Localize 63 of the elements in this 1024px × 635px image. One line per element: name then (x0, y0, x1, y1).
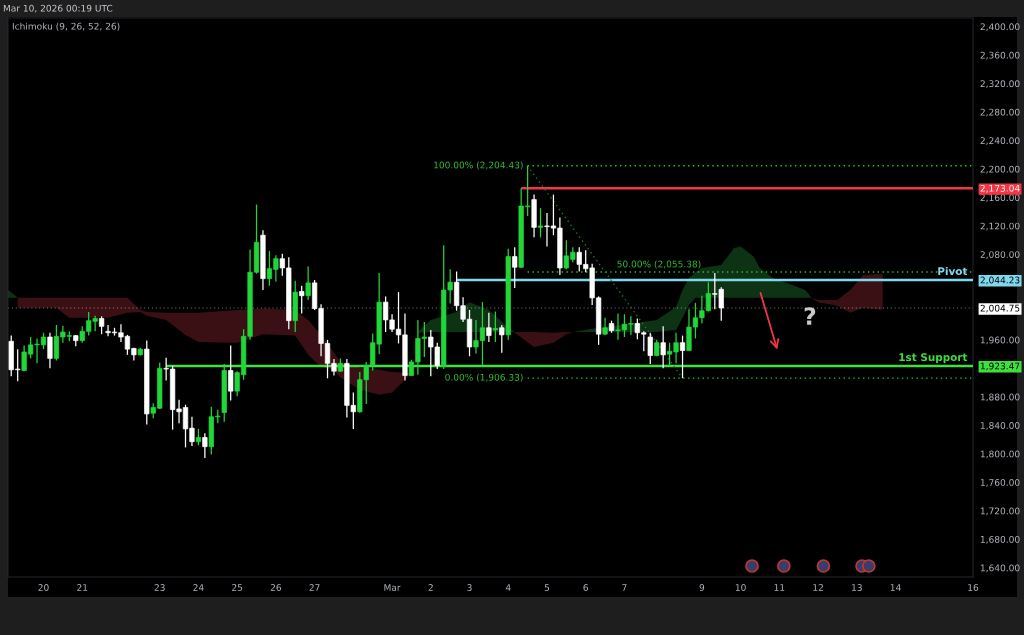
y-tick-label: 2,173.04 (980, 184, 1020, 193)
x-tick-label: Mar (384, 584, 401, 591)
x-tick-label: 10 (735, 584, 746, 591)
candlestick (660, 325, 666, 369)
y-tick-label: 2,400.00 (980, 23, 1020, 32)
y-tick-label: 2,044.23 (980, 276, 1020, 285)
y-tick-label: 1,760.00 (980, 479, 1020, 487)
candlestick (299, 285, 305, 315)
candlestick (512, 246, 518, 289)
candlestick (202, 432, 208, 459)
y-tick-label: 2,240.00 (980, 137, 1020, 145)
y-tick-label: 2,360.00 (980, 51, 1020, 60)
y-tick-label: 1,680.00 (980, 535, 1020, 544)
x-tick-label: 20 (38, 584, 49, 591)
y-tick-label: 2,200.00 (980, 165, 1020, 174)
y-tick-label: 1,960.00 (980, 336, 1020, 345)
annotation: ? (804, 307, 816, 325)
y-tick-label: 1,640.00 (980, 564, 1020, 573)
candlestick (499, 324, 505, 354)
annotation: Ichimoku (9, 26, 52, 26) (12, 22, 120, 31)
y-tick-label: 1,840.00 (980, 422, 1020, 430)
x-tick-label: 6 (583, 584, 589, 591)
x-tick-label: 24 (193, 584, 204, 591)
x-tick-label: 14 (890, 584, 901, 591)
x-tick-label: 5 (544, 584, 550, 591)
x-tick-label: 12 (813, 584, 823, 591)
x-tick-label: 7 (622, 584, 627, 591)
x-tick-label: 26 (270, 584, 282, 591)
series-label: 50.00% (2,055.38) (617, 260, 701, 269)
candlestick (305, 265, 311, 301)
x-tick-label: 3 (467, 584, 472, 591)
y-tick-label: 1,800.00 (980, 450, 1020, 459)
series-label: 100.00% (2,204.43) (434, 161, 523, 170)
y-tick-label: 2,004.75 (980, 304, 1020, 313)
y-tick-label: 2,280.00 (980, 108, 1020, 117)
x-tick-label: 21 (77, 584, 88, 591)
candlestick (486, 312, 492, 343)
y-tick-label: 1,880.00 (980, 393, 1020, 402)
y-tick-label: 2,320.00 (980, 80, 1020, 88)
text: Mar 10, 2026 00:19 UTC (3, 4, 113, 13)
y-tick-label: 1,720.00 (980, 507, 1020, 516)
series-label: 1st Support (899, 353, 968, 364)
x-tick-label: 23 (154, 584, 165, 591)
candlestick (537, 207, 544, 238)
y-tick-label: 2,160.00 (980, 194, 1020, 202)
candlestick (647, 332, 653, 365)
y-tick-label: 2,080.00 (980, 251, 1020, 259)
x-tick-label: 25 (232, 584, 243, 591)
series-label: Pivot (938, 267, 968, 276)
y-tick-label: 2,120.00 (980, 222, 1020, 231)
candlestick (679, 334, 686, 379)
candlestick (47, 332, 53, 369)
series-label: 0.00% (1,906.33) (445, 373, 523, 382)
candlestick (492, 310, 498, 343)
x-tick-label: 13 (852, 584, 862, 591)
x-tick-label: 4 (505, 584, 511, 591)
x-tick-label: 9 (699, 584, 705, 591)
x-tick-label: 11 (774, 584, 785, 591)
x-tick-label: 2 (428, 584, 433, 591)
y-tick-label: 1,923.47 (980, 362, 1020, 371)
x-tick-label: 27 (309, 584, 320, 591)
x-tick-label: 16 (968, 584, 979, 591)
candlestick (228, 344, 234, 402)
